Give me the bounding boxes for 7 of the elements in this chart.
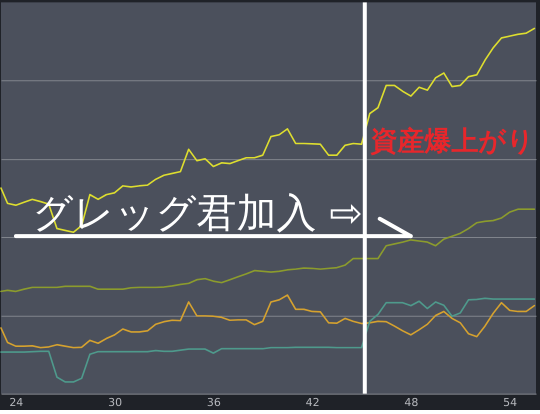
x-tick-label: 54: [503, 396, 518, 410]
x-tick-label: 30: [108, 396, 122, 410]
x-tick-label: 36: [206, 396, 221, 410]
x-tick-label: 42: [306, 396, 320, 410]
annotation: 資産爆上がり: [369, 126, 534, 157]
x-tick-label: 24: [9, 396, 24, 410]
x-tick-label: 48: [404, 396, 418, 410]
